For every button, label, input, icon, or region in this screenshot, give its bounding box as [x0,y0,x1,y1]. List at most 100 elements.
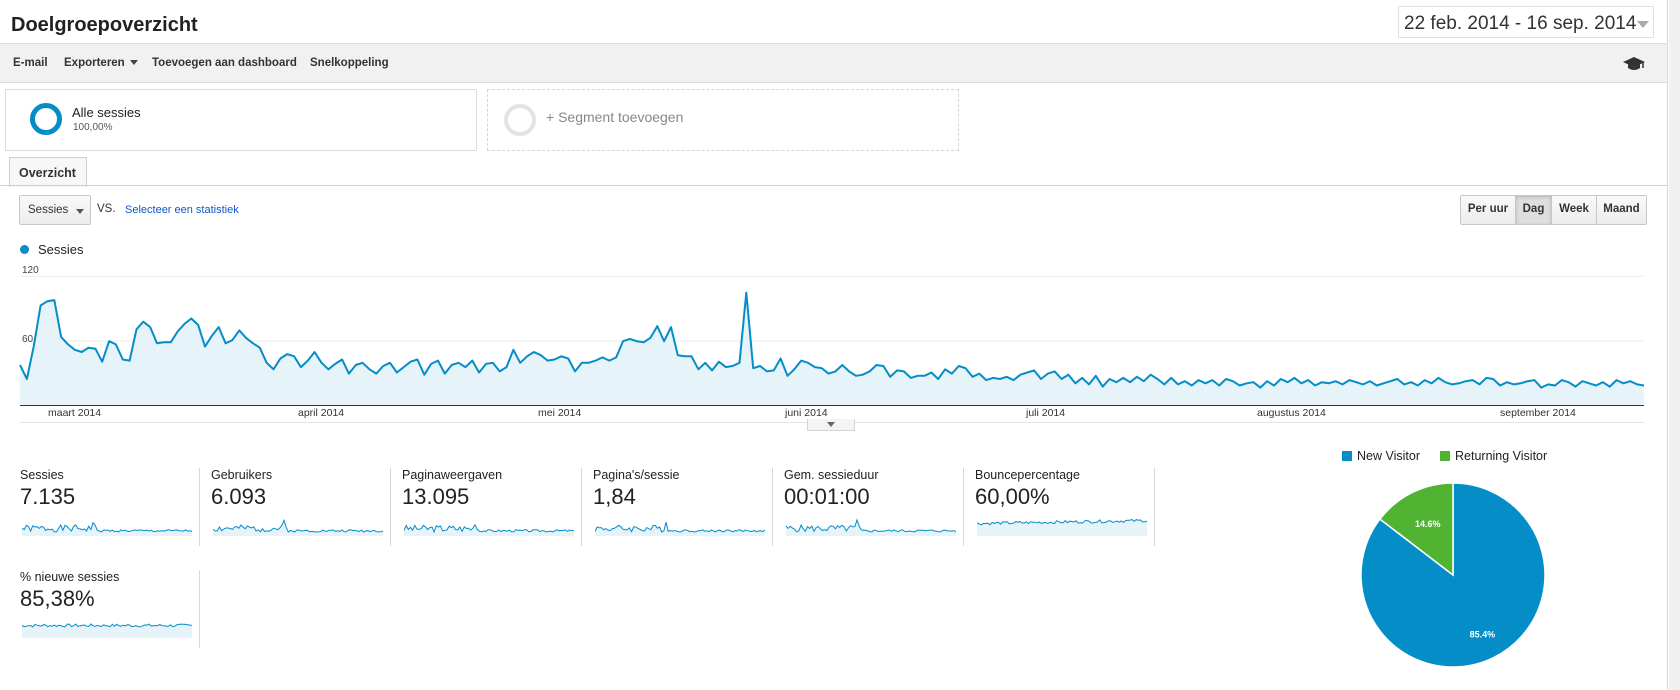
caret-down-icon [76,209,84,214]
metric-name: Pagina's/sessie [593,468,680,482]
email-button[interactable]: E-mail [13,57,48,69]
segment-percent: 100,00% [73,122,113,133]
sparkline-fill [786,519,956,536]
period-week-button[interactable]: Week [1551,196,1596,224]
period-month-button[interactable]: Maand [1596,196,1646,224]
metric-card-pages-per-session[interactable]: Pagina's/sessie 1,84 [593,468,773,546]
date-range-label: 22 feb. 2014 - 16 sep. 2014 [1404,13,1637,34]
metric-value: 7.135 [20,484,76,509]
metric-value: 85,38% [20,586,95,611]
report-toolbar: E-mail Exporteren Toevoegen aan dashboar… [0,43,1668,83]
sparkline-line [786,518,956,533]
sparkline-chart [404,523,574,536]
metric-value: 1,84 [593,484,636,509]
x-tick-label: maart 2014 [48,407,102,419]
metric-card-users[interactable]: Gebruikers 6.093 [211,468,391,546]
sparkline-line [404,523,574,534]
legend-swatch [1342,451,1352,461]
metric-card-avg-session-duration[interactable]: Gem. sessieduur 00:01:00 [784,468,964,546]
sparkline-chart [22,623,192,638]
metric-name: Sessies [20,468,64,482]
add-to-dashboard-button[interactable]: Toevoegen aan dashboard [152,57,297,69]
metric-divider [772,468,773,546]
metric-name: % nieuwe sessies [20,570,120,584]
sessions-area-fill [20,292,1644,406]
metric-name: Gebruikers [211,468,273,482]
pie-legend-label: New Visitor [1357,449,1420,463]
metric-name: Paginaweergaven [402,468,503,482]
metric-value: 60,00% [975,484,1050,509]
sparkline-line [595,522,765,533]
x-tick-label: mei 2014 [538,407,582,419]
chevron-down-icon [1637,21,1649,28]
metric-divider [1154,468,1155,546]
sessions-series-line [19,291,1645,389]
add-segment-button[interactable]: + Segment toevoegen [487,89,959,151]
x-tick-label: juli 2014 [1026,407,1066,419]
graduation-cap-icon[interactable] [1623,56,1645,72]
metric-card-pageviews[interactable]: Paginaweergaven 13.095 [402,468,582,546]
segment-ring-icon [30,103,62,135]
x-tick-label: september 2014 [1500,407,1576,419]
sparkline-line [977,518,1147,526]
vertical-scrollbar[interactable] [1669,0,1680,690]
metric-divider [963,468,964,546]
metric-divider [581,468,582,546]
add-segment-label: + Segment toevoegen [546,109,684,125]
empty-ring-icon [504,104,536,136]
caret-down-icon [827,422,835,427]
metric-card-new-sessions[interactable]: % nieuwe sessies 85,38% [20,570,200,648]
vs-label: VS. [97,203,116,215]
export-label: Exporteren [64,57,125,69]
page-border [1667,0,1668,690]
metric-card-sessions[interactable]: Sessies 7.135 [20,468,200,546]
pie-slice[interactable] [1378,482,1454,577]
shortcut-button[interactable]: Snelkoppeling [310,57,389,69]
visitor-type-pie-chart[interactable]: 85.4% 14.6% [1358,480,1548,670]
date-range-picker[interactable]: 22 feb. 2014 - 16 sep. 2014 [1398,6,1654,38]
select-statistic-link[interactable]: Selecteer een statistiek [125,204,239,216]
segment-name: Alle sessies [72,105,141,120]
metric-value: 6.093 [211,484,267,509]
segment-all-sessions[interactable]: Alle sessies 100,00% [5,89,477,151]
legend-swatch [1440,451,1450,461]
metric-name: Gem. sessieduur [784,468,879,482]
sparkline-chart [595,522,765,536]
pie-legend-returning[interactable]: Returning Visitor [1440,449,1547,463]
sparkline-fill [22,522,192,536]
y-tick-label: 120 [22,265,39,276]
sparkline-chart [213,518,383,536]
sparkline-fill [595,522,765,536]
x-tick-label: augustus 2014 [1257,407,1326,419]
metric-divider [390,468,391,546]
collapse-chart-button[interactable] [807,419,855,431]
pie-legend-new[interactable]: New Visitor [1342,449,1420,463]
page-title: Doelgroepoverzicht [11,14,198,36]
metric-dropdown-label: Sessies [28,204,69,216]
period-toggle: Per uur Dag Week Maand [1460,195,1647,225]
export-menu-button[interactable]: Exporteren [64,57,138,69]
metric-dropdown[interactable]: Sessies [19,195,91,225]
metric-divider [199,468,200,546]
x-tick-label: juni 2014 [785,407,828,419]
sparkline-chart [977,518,1147,536]
metric-value: 00:01:00 [784,484,870,509]
sessions-line-chart[interactable] [19,260,1645,406]
metric-card-bounce-rate[interactable]: Bouncepercentage 60,00% [975,468,1155,546]
metric-value: 13.095 [402,484,470,509]
sparkline-chart [786,518,956,536]
tab-divider [0,185,1668,186]
tab-overzicht[interactable]: Overzicht [9,157,87,187]
sparkline-chart [22,521,192,536]
pie-legend-label: Returning Visitor [1455,449,1548,463]
sparkline-line [22,623,192,628]
metric-name: Bouncepercentage [975,468,1080,482]
period-hour-button[interactable]: Per uur [1461,196,1515,224]
caret-down-icon [129,60,138,66]
legend-dot-icon [20,245,29,254]
period-day-button[interactable]: Dag [1515,196,1551,224]
sparkline-fill [404,524,574,536]
sparkline-fill [977,519,1147,536]
chart-legend-label: Sessies [38,242,84,257]
metric-divider [199,570,200,648]
